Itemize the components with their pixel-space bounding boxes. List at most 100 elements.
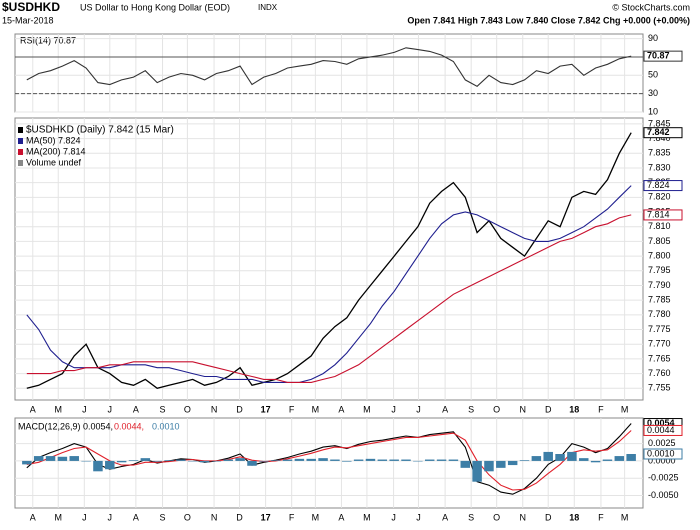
histogram-bar	[519, 460, 530, 461]
value-box	[643, 448, 683, 460]
value-box-label: 7.824	[647, 180, 670, 190]
series-line	[26, 214, 632, 383]
x-tick-label: A	[133, 512, 139, 522]
series-line	[26, 132, 632, 390]
x-tick-label: N	[519, 404, 526, 414]
histogram-bar	[448, 459, 459, 461]
value-box-label: 0.0054	[647, 418, 675, 428]
panel-frame	[14, 117, 644, 401]
panel-frame	[14, 417, 644, 509]
value-box-label: 70.87	[647, 51, 670, 61]
y-tick-label: 7.760	[648, 368, 671, 378]
x-tick-label: 17	[261, 404, 271, 414]
histogram-bar	[365, 458, 376, 461]
y-tick-label: 7.810	[648, 221, 671, 231]
histogram-bar	[33, 456, 44, 461]
x-tick-label: N	[211, 512, 218, 522]
histogram-bar	[116, 460, 127, 463]
histogram-bar	[318, 458, 328, 461]
x-tick-label: O	[493, 404, 500, 414]
x-tick-label: N	[211, 404, 218, 414]
histogram-bar	[211, 460, 222, 462]
histogram-bar	[294, 458, 305, 461]
x-tick-label: D	[236, 512, 243, 522]
x-tick-label: J	[82, 404, 87, 414]
histogram-bar	[199, 460, 210, 463]
value-box	[643, 424, 683, 436]
x-tick-label: M	[363, 512, 371, 522]
date: 15-Mar-2018	[2, 15, 54, 25]
histogram-bar	[306, 458, 316, 461]
x-tick-label: O	[184, 404, 191, 414]
y-tick-label: -0.0025	[648, 473, 679, 483]
x-tick-label: F	[289, 512, 295, 522]
instrument-name: US Dollar to Hong Kong Dollar (EOD)	[80, 2, 230, 12]
y-tick-label: 10	[648, 106, 658, 116]
x-tick-label: F	[598, 512, 604, 522]
x-tick-label: F	[598, 404, 604, 414]
histogram-bar	[128, 460, 139, 461]
y-tick-label: 7.830	[648, 162, 671, 172]
y-tick-label: -0.0050	[648, 490, 679, 500]
legend-swatch	[18, 149, 23, 155]
value-box	[643, 209, 683, 221]
symbol: $USDHKD	[2, 0, 60, 14]
x-tick-label: A	[30, 512, 36, 522]
y-tick-label: 7.775	[648, 324, 671, 334]
x-tick-label: A	[133, 404, 139, 414]
x-tick-label: S	[160, 404, 166, 414]
rsi-title: RSI(14) 70.87	[20, 35, 76, 45]
legend-swatch	[18, 127, 23, 133]
x-tick-label: M	[54, 512, 62, 522]
value-box-label: 0.0044	[647, 425, 675, 435]
x-tick-label: M	[312, 512, 320, 522]
histogram-bar	[543, 451, 553, 461]
legend-label: Volume undef	[26, 157, 82, 167]
y-tick-label: 7.755	[648, 383, 671, 393]
histogram-bar	[579, 458, 589, 461]
histogram-bar	[472, 460, 482, 482]
x-tick-label: S	[468, 404, 474, 414]
legend-swatch	[18, 160, 23, 166]
x-tick-label: J	[416, 404, 421, 414]
x-tick-label: J	[391, 512, 396, 522]
x-tick-label: M	[363, 404, 371, 414]
y-tick-label: 7.845	[648, 118, 671, 128]
series-line	[26, 47, 632, 87]
x-tick-label: O	[184, 512, 191, 522]
legend-label: MACD(12,26,9) 0.0054,	[18, 421, 113, 431]
x-tick-label: A	[442, 512, 448, 522]
y-tick-label: 50	[648, 70, 658, 80]
histogram-bar	[626, 454, 636, 461]
histogram-bar	[507, 460, 518, 466]
x-tick-label: D	[545, 512, 552, 522]
series-line	[26, 185, 632, 383]
y-tick-label: 7.835	[648, 148, 671, 158]
value-box	[643, 180, 683, 192]
legend-label: 0.0010	[152, 421, 180, 431]
histogram-bar	[187, 460, 198, 462]
value-box-label: 7.842	[647, 127, 670, 137]
histogram-bar	[567, 451, 577, 461]
histogram-bar	[330, 459, 340, 461]
x-tick-label: N	[519, 512, 526, 522]
y-tick-label: 7.805	[648, 236, 671, 246]
y-tick-label: 7.795	[648, 265, 671, 275]
histogram-bar	[413, 460, 423, 462]
histogram-bar	[223, 459, 234, 461]
x-tick-label: O	[493, 512, 500, 522]
histogram-bar	[140, 458, 151, 461]
y-tick-label: 7.820	[648, 192, 671, 202]
histogram-bar	[342, 460, 352, 462]
histogram-bar	[282, 459, 293, 461]
histogram-bar	[531, 456, 542, 461]
histogram-bar	[436, 459, 447, 461]
x-tick-label: S	[160, 512, 166, 522]
x-tick-label: M	[621, 512, 629, 522]
histogram-bar	[93, 460, 103, 472]
x-tick-label: M	[54, 404, 62, 414]
x-tick-label: M	[312, 404, 320, 414]
x-tick-label: 18	[569, 512, 579, 522]
